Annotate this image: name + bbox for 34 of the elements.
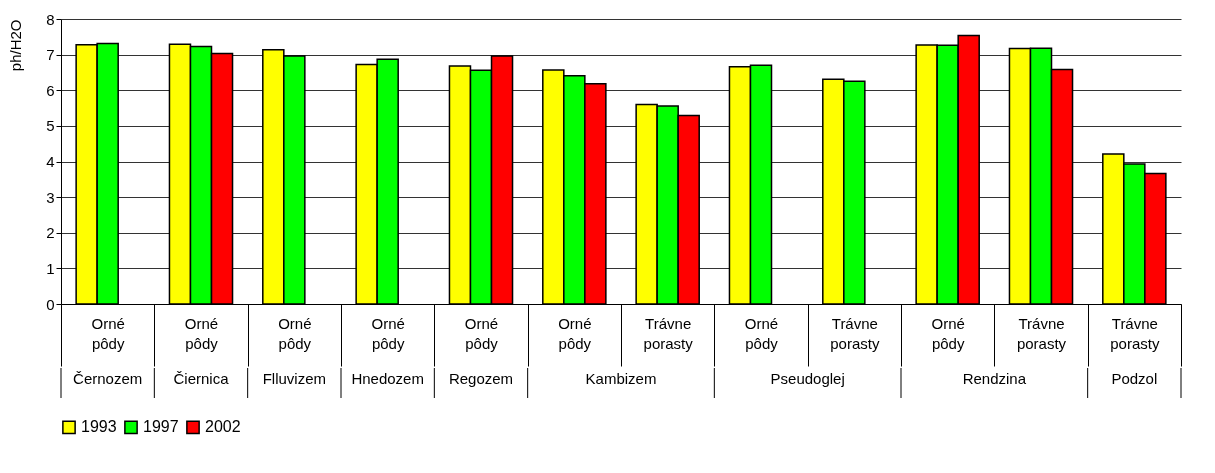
x-tick-label: Trávne porasty [830, 314, 880, 352]
text: Flluvizem [262, 370, 327, 387]
text: Hnedozem [351, 370, 424, 387]
text: Kambizem [585, 370, 657, 387]
y-tick-label: 3 [46, 188, 55, 206]
y-tick-label: 7 [46, 46, 55, 64]
text: Regozem [448, 370, 514, 387]
text: Černozem [73, 370, 143, 387]
legend-label: 1997 [143, 418, 179, 436]
y-tick-label: 6 [46, 81, 55, 99]
x-tick-label: Trávne porasty [1110, 314, 1160, 352]
x-tick-label: Orné pôdy [464, 314, 499, 352]
x-tick-label: Orné pôdy [371, 314, 405, 352]
text: Podzol [1111, 370, 1158, 387]
x-tick-label: Orné pôdy [184, 314, 219, 352]
x-tick-label: Orné pôdy [744, 314, 779, 352]
y-tick-label: 1 [46, 259, 55, 277]
y-tick-label: 8 [46, 10, 55, 28]
x-tick-label: Orné pôdy [931, 314, 965, 352]
text: Pseudoglej [770, 370, 845, 387]
text: Čiernica [173, 370, 230, 387]
legend-label: 2002 [205, 418, 241, 436]
y-tick-label: 0 [46, 295, 55, 313]
y-tick-label: 4 [46, 153, 55, 170]
x-tick-label: Orné pôdy [91, 314, 125, 352]
x-tick-label: Orné pôdy [278, 314, 312, 352]
x-tick-label: Trávne porasty [1016, 314, 1067, 352]
y-tick-label: 5 [46, 117, 55, 135]
x-tick-label: Orné pôdy [558, 314, 592, 352]
y-tick-label: 2 [46, 224, 55, 242]
text: Rendzina [962, 370, 1027, 387]
y-axis-title: ph/H2O [7, 19, 25, 72]
legend-label: 1993 [81, 418, 117, 436]
x-tick-label: Trávne porasty [643, 314, 694, 352]
